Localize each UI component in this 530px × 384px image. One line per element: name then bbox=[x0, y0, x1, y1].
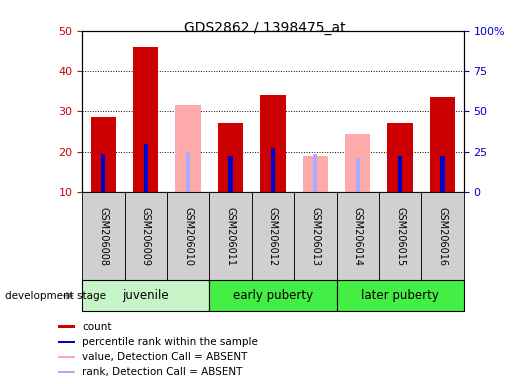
Bar bbox=[82, 192, 125, 280]
Bar bbox=[218, 124, 243, 192]
Text: development stage: development stage bbox=[5, 291, 107, 301]
Bar bbox=[58, 356, 75, 358]
Text: early puberty: early puberty bbox=[233, 289, 313, 302]
Bar bbox=[125, 192, 167, 280]
Bar bbox=[252, 192, 294, 280]
Bar bbox=[58, 341, 75, 343]
Bar bbox=[175, 105, 201, 192]
Text: GSM206013: GSM206013 bbox=[311, 207, 320, 266]
Bar bbox=[91, 118, 116, 192]
Bar bbox=[101, 154, 105, 192]
Bar bbox=[58, 326, 75, 328]
Text: value, Detection Call = ABSENT: value, Detection Call = ABSENT bbox=[82, 352, 248, 362]
Text: GSM206009: GSM206009 bbox=[141, 207, 151, 266]
Bar bbox=[379, 192, 421, 280]
Text: GSM206008: GSM206008 bbox=[99, 207, 108, 266]
Bar bbox=[271, 148, 275, 192]
Text: GSM206011: GSM206011 bbox=[226, 207, 235, 266]
Text: percentile rank within the sample: percentile rank within the sample bbox=[82, 337, 258, 347]
Bar bbox=[421, 192, 464, 280]
Bar bbox=[337, 192, 379, 280]
Text: GSM206014: GSM206014 bbox=[353, 207, 363, 266]
Text: count: count bbox=[82, 322, 111, 332]
Bar bbox=[186, 152, 190, 192]
Text: GSM206010: GSM206010 bbox=[183, 207, 193, 266]
Bar bbox=[303, 156, 328, 192]
Text: GSM206015: GSM206015 bbox=[395, 207, 405, 266]
Bar bbox=[356, 158, 360, 192]
Bar bbox=[82, 280, 209, 311]
Text: GSM206016: GSM206016 bbox=[438, 207, 447, 266]
Bar bbox=[209, 192, 252, 280]
Bar bbox=[356, 158, 360, 192]
Bar bbox=[260, 95, 286, 192]
Bar bbox=[209, 280, 337, 311]
Text: rank, Detection Call = ABSENT: rank, Detection Call = ABSENT bbox=[82, 367, 242, 377]
Bar bbox=[167, 192, 209, 280]
Text: GSM206012: GSM206012 bbox=[268, 207, 278, 266]
Bar bbox=[294, 192, 337, 280]
Bar bbox=[387, 124, 413, 192]
Bar bbox=[144, 144, 148, 192]
Text: GDS2862 / 1398475_at: GDS2862 / 1398475_at bbox=[184, 21, 346, 35]
Text: later puberty: later puberty bbox=[361, 289, 439, 302]
Text: juvenile: juvenile bbox=[122, 289, 169, 302]
Bar bbox=[58, 371, 75, 373]
Bar bbox=[133, 47, 158, 192]
Bar bbox=[398, 156, 402, 192]
Bar bbox=[228, 156, 233, 192]
Bar bbox=[337, 280, 464, 311]
Bar bbox=[430, 97, 455, 192]
Bar bbox=[313, 154, 317, 192]
Bar bbox=[345, 134, 370, 192]
Bar bbox=[440, 156, 445, 192]
